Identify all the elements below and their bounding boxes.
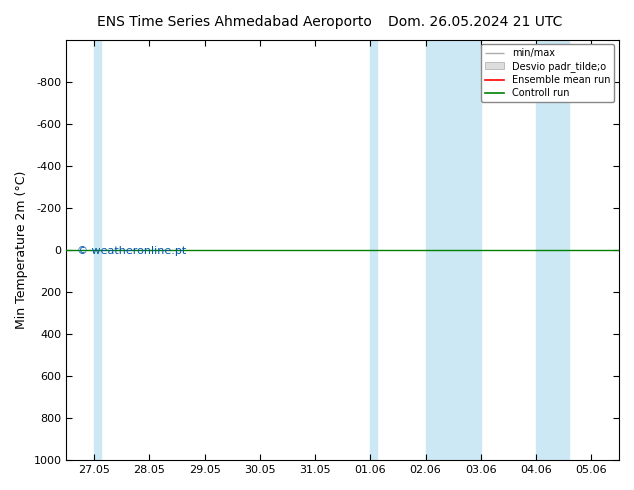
Bar — [370, 40, 377, 460]
Text: © weatheronline.pt: © weatheronline.pt — [77, 245, 187, 256]
Legend: min/max, Desvio padr_tilde;o, Ensemble mean run, Controll run: min/max, Desvio padr_tilde;o, Ensemble m… — [481, 45, 614, 102]
Text: Dom. 26.05.2024 21 UTC: Dom. 26.05.2024 21 UTC — [388, 15, 563, 29]
Y-axis label: Min Temperature 2m (°C): Min Temperature 2m (°C) — [15, 171, 28, 329]
Text: ENS Time Series Ahmedabad Aeroporto: ENS Time Series Ahmedabad Aeroporto — [97, 15, 372, 29]
Bar — [94, 40, 101, 460]
Bar — [536, 40, 569, 460]
Bar — [425, 40, 481, 460]
